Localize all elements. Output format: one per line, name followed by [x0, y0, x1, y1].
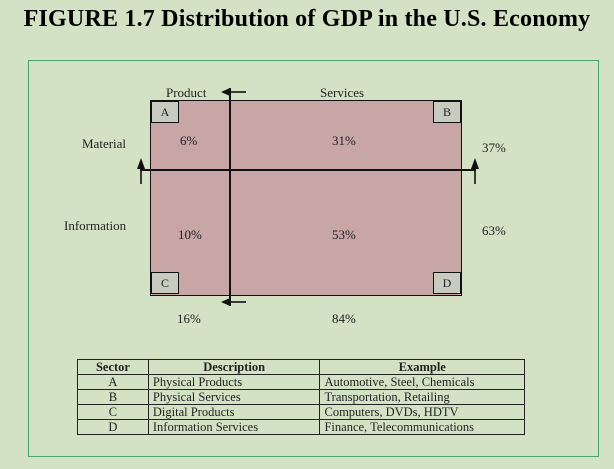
cell-sector: A [77, 374, 149, 390]
cell-description: Physical Products [147, 374, 321, 390]
total-services: 84% [332, 311, 356, 326]
table-row: A Physical Products Automotive, Steel, C… [77, 374, 525, 390]
quadrant-value-a: 6% [180, 133, 198, 148]
total-product: 16% [177, 311, 201, 326]
cell-sector: D [77, 419, 149, 435]
arrow-left-icon-bottom [221, 298, 230, 306]
quadrant-value-d: 53% [332, 227, 356, 242]
axis-label-information: Information [64, 218, 127, 233]
header-sector: Sector [77, 359, 149, 375]
total-information: 63% [482, 223, 506, 238]
cell-description: Information Services [147, 419, 321, 435]
cell-example: Computers, DVDs, HDTV [319, 404, 525, 420]
header-example: Example [319, 359, 525, 375]
gdp-grid [150, 100, 462, 296]
quadrant-value-c: 10% [178, 227, 202, 242]
material-divider-line [140, 169, 476, 171]
product-divider-line [229, 88, 231, 306]
cell-sector: C [77, 404, 149, 420]
quadrant-letter-d: D [433, 272, 461, 294]
table-row: D Information Services Finance, Telecomm… [77, 419, 525, 435]
arrow-left-icon-top [221, 88, 230, 96]
cell-description: Physical Services [147, 389, 321, 405]
cell-description: Digital Products [147, 404, 321, 420]
table-row: B Physical Services Transportation, Reta… [77, 389, 525, 405]
header-description: Description [147, 359, 321, 375]
table-header-row: Sector Description Example [77, 359, 525, 375]
sector-table: Sector Description Example A Physical Pr… [77, 359, 525, 435]
cell-sector: B [77, 389, 149, 405]
quadrant-letter-b: B [433, 101, 461, 123]
total-material: 37% [482, 140, 506, 155]
axis-label-services: Services [320, 85, 365, 100]
cell-example: Transportation, Retailing [319, 389, 525, 405]
quadrant-value-b: 31% [332, 133, 356, 148]
quadrant-letter-c: C [151, 272, 179, 294]
axis-label-product: Product [166, 85, 207, 100]
arrow-up-icon-right [471, 158, 479, 169]
table-row: C Digital Products Computers, DVDs, HDTV [77, 404, 525, 420]
figure-frame [28, 60, 599, 457]
axis-label-material: Material [82, 136, 127, 151]
figure-title: FIGURE 1.7 Distribution of GDP in the U.… [23, 6, 591, 32]
cell-example: Finance, Telecommunications [319, 419, 525, 435]
quadrant-letter-a: A [151, 101, 179, 123]
arrow-up-icon-left [137, 158, 145, 169]
cell-example: Automotive, Steel, Chemicals [319, 374, 525, 390]
